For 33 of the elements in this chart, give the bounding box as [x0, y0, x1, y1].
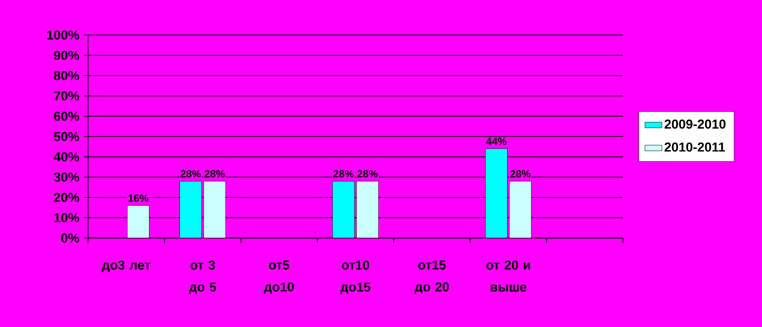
y-tick-label: 50%	[54, 132, 80, 142]
x-tick-label: от 3 до 5	[188, 260, 216, 294]
bar	[332, 180, 355, 238]
data-label: 28%	[180, 170, 201, 178]
data-label: 44%	[486, 138, 507, 145]
y-tick-label: 40%	[54, 152, 80, 162]
y-tick-label: 20%	[54, 192, 80, 202]
x-tick-label: от10 до15	[340, 260, 370, 294]
y-tick-label: 10%	[54, 213, 80, 222]
data-label: 16%	[128, 194, 148, 202]
bar	[509, 180, 532, 238]
x-tick-label: от 20 и выше	[486, 260, 530, 292]
bar	[127, 205, 150, 238]
bar	[485, 148, 508, 238]
y-tick-label: 60%	[54, 112, 80, 121]
bar	[356, 180, 379, 238]
legend-label: 2010-2011	[664, 142, 725, 152]
data-label: 28%	[357, 170, 378, 178]
y-tick-label: 100%	[47, 30, 80, 40]
x-tick-label: от15 до 20	[414, 260, 449, 294]
bar	[203, 180, 226, 238]
legend-label: 2009-2010	[664, 120, 726, 129]
y-tick-label: 0%	[61, 233, 80, 243]
y-tick-label: 80%	[54, 71, 80, 80]
data-label: 28%	[510, 170, 531, 178]
y-tick-label: 30%	[54, 172, 80, 182]
x-tick-label: от5 до10	[264, 260, 294, 294]
data-label: 28%	[204, 170, 225, 178]
bar	[179, 180, 202, 238]
x-tick-label: до3 лет	[102, 260, 150, 272]
data-label: 28%	[333, 170, 354, 178]
y-tick-label: 90%	[54, 50, 80, 60]
y-tick-label: 70%	[54, 91, 80, 100]
